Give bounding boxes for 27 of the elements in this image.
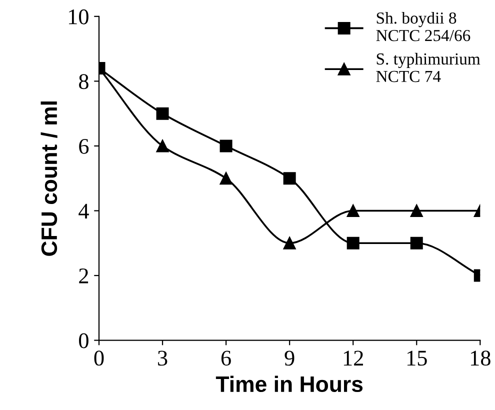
x-tick-label: 18 xyxy=(470,350,490,366)
x-tick-label: 3 xyxy=(158,350,168,366)
point xyxy=(156,140,169,152)
y-tick-label: 8 xyxy=(79,74,88,90)
point xyxy=(346,236,360,250)
y-tick-label: 0 xyxy=(79,333,88,348)
point xyxy=(220,172,232,185)
x-tick-label: 15 xyxy=(407,350,427,366)
y-axis-title: CFU count / ml xyxy=(40,102,58,256)
y-tick-label: 2 xyxy=(79,268,88,284)
point xyxy=(283,236,296,250)
y-tick-label: 6 xyxy=(79,138,89,154)
legend-label: S. typhimurium NCTC 74 xyxy=(376,52,480,82)
point xyxy=(283,172,296,185)
legend-label: Sh. boydii 8 NCTC 254/66 xyxy=(376,12,470,42)
x-tick-label: 0 xyxy=(94,350,104,366)
point xyxy=(156,107,169,120)
y-tick-label: 4 xyxy=(78,204,89,218)
x-tick-label: 6 xyxy=(221,350,231,366)
point xyxy=(346,204,360,217)
x-tick-label: 12 xyxy=(344,350,363,366)
x-axis-title: Time in Hours xyxy=(216,376,363,392)
point xyxy=(410,236,423,250)
y-tick-label: 10 xyxy=(69,9,88,24)
point xyxy=(410,204,423,217)
point xyxy=(220,140,232,152)
x-tick-label: 9 xyxy=(284,350,294,366)
